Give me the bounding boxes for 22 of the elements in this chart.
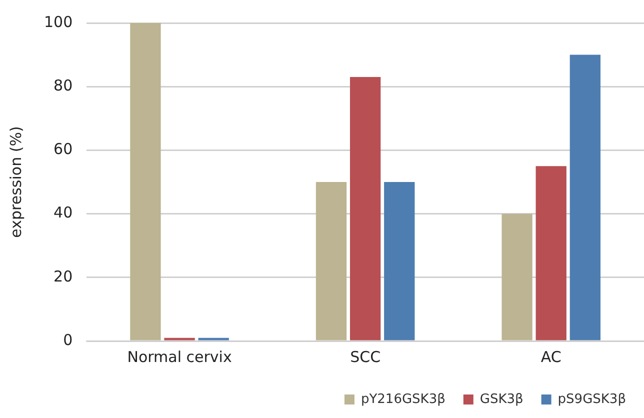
x-tick-label: Normal cervix [127,348,232,366]
y-tick-label: 20 [54,267,73,286]
bar [570,54,600,340]
y-tick-label: 60 [54,140,73,158]
bar [384,182,415,340]
legend-label: pS9GSK3β [558,392,626,407]
y-tick-label: 80 [54,76,73,94]
bar [316,182,347,340]
legend-label: pY216GSK3β [360,392,446,407]
y-tick-label: 0 [63,330,73,349]
bar [350,77,381,340]
legend-label: GSK3β [480,392,524,407]
y-axis-title: expression (%) [6,126,25,238]
y-tick-label: 40 [54,204,73,222]
x-tick-label: SCC [350,348,381,366]
bar [198,338,229,340]
bar [164,338,195,340]
bar [130,23,161,340]
x-tick-label: AC [540,348,562,366]
bar [536,166,566,340]
bar [502,214,532,340]
y-tick-label: 100 [44,12,73,31]
